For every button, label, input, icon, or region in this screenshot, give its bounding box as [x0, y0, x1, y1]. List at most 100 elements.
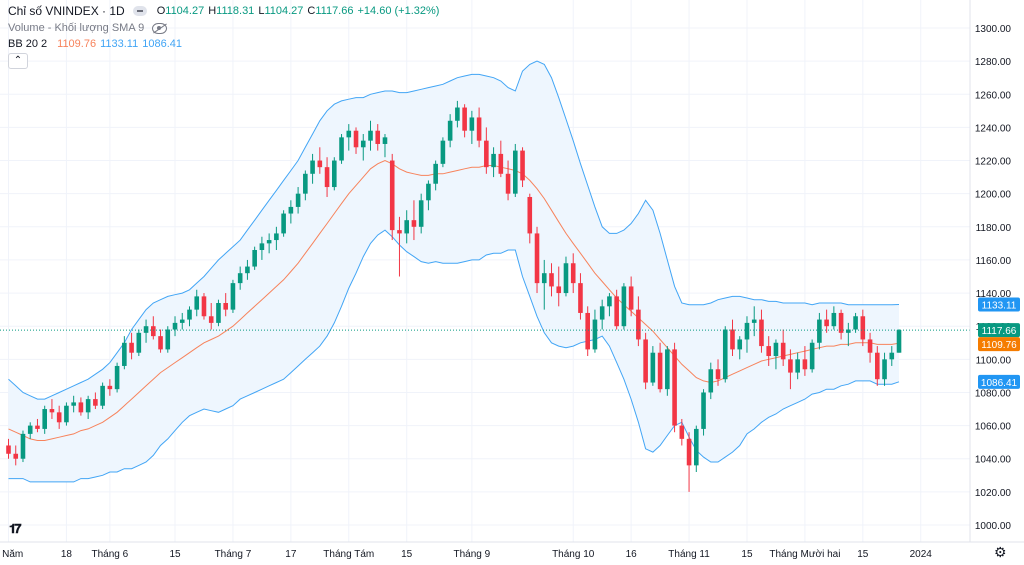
time-axis[interactable]: g Năm 18 Tháng 6 15 Tháng 7 17 Tháng Tám 15 Thán… [0, 549, 932, 560]
x-tick-label: 15 [857, 549, 869, 560]
x-tick-label: 2024 [910, 549, 933, 560]
y-tick-label: 1260.00 [975, 90, 1012, 101]
tradingview-logo-icon[interactable]: 𝟏𝟕 [9, 521, 21, 536]
candle-body [722, 329, 728, 380]
candle-body [578, 283, 583, 313]
candle-body [136, 332, 142, 353]
candle-body [867, 339, 873, 353]
candle-body [498, 153, 504, 174]
candle-body [252, 249, 257, 267]
candle-body [751, 319, 757, 323]
y-tick-label: 1020.00 [975, 488, 1012, 499]
candle-body [665, 349, 670, 390]
candle-body [672, 349, 677, 426]
symbol-legend[interactable]: Chỉ số VNINDEX · 1D O1104.27 H1118.31 L1… [8, 4, 439, 18]
x-tick-label: 15 [741, 549, 753, 560]
y-tick-label: 1080.00 [975, 388, 1012, 399]
symbol-title[interactable]: Chỉ số VNINDEX · 1D [8, 4, 125, 18]
candle-body [520, 150, 525, 181]
candle-body [628, 286, 634, 310]
collapse-icon[interactable]: ⌃ [8, 53, 28, 69]
candle-body [332, 160, 337, 188]
y-tick-label: 1180.00 [976, 223, 1012, 234]
gear-icon[interactable]: ⚙ [994, 544, 1007, 560]
candle-body [766, 346, 771, 357]
candle-body [165, 329, 171, 350]
candle-body [795, 359, 800, 373]
candle-body [223, 303, 228, 310]
candle-body [93, 399, 98, 406]
candle-body [56, 412, 62, 423]
candle-body [636, 309, 641, 340]
candle-body [274, 233, 279, 241]
y-tick-label: 1280.00 [975, 57, 1012, 68]
candle-body [491, 153, 496, 168]
candle-body [389, 160, 395, 231]
candle-body [455, 107, 460, 121]
candle-body [288, 206, 294, 214]
candle-body [505, 173, 511, 194]
candle-body [657, 352, 663, 390]
y-tick-label: 1000.00 [975, 521, 1012, 532]
candle-body [875, 352, 880, 380]
price-axis[interactable]: 1300.00 1280.00 1260.00 1240.00 1220.00 1200.… [975, 24, 1012, 532]
bb-basis-value: 1109.76 [57, 38, 97, 50]
y-tick-label: 1220.00 [975, 157, 1012, 168]
x-tick-label: 17 [285, 549, 297, 560]
candle-body [860, 316, 866, 340]
bb-legend[interactable]: BB 20 2 1109.76 1133.11 1086.41 [8, 38, 182, 50]
candle-body [129, 342, 134, 353]
lower-band-price-tag: 1086.41 [981, 378, 1018, 389]
candle-body [708, 369, 714, 393]
candle-body [13, 453, 19, 459]
x-tick-label: Tháng 7 [215, 549, 252, 560]
candle-body [744, 322, 750, 340]
candle-body [339, 137, 344, 161]
candle-body [838, 312, 844, 333]
eye-off-icon[interactable] [152, 22, 168, 34]
candle-body [541, 273, 547, 284]
candle-body [737, 339, 743, 350]
candle-body [570, 263, 576, 284]
candle-body [773, 342, 779, 357]
candle-body [100, 385, 105, 406]
candle-body [266, 240, 272, 244]
y-tick-label: 1040.00 [975, 455, 1012, 466]
candle-body [730, 329, 735, 350]
ohlc-open: O1104.27 [156, 5, 205, 17]
x-tick-label: 18 [61, 549, 73, 560]
candle-body [469, 117, 475, 131]
candle-body [216, 303, 221, 323]
candle-body [295, 193, 301, 207]
x-tick-label: Tháng 9 [454, 549, 491, 560]
x-tick-label: g Năm [0, 549, 23, 560]
ohlc-close: C1117.66 [307, 5, 354, 17]
x-tick-label: Tháng 6 [92, 549, 129, 560]
candle-body [614, 296, 619, 327]
candle-body [650, 352, 656, 383]
candle-body [433, 163, 438, 184]
x-tick-label: 16 [626, 549, 638, 560]
upper-band-price-tag: 1133.11 [982, 300, 1017, 311]
candle-body [788, 359, 793, 373]
candle-body [35, 425, 40, 429]
candle-body [780, 342, 786, 360]
candle-body [484, 140, 489, 168]
candle-body [426, 183, 431, 201]
basis-price-tag-bg [978, 337, 1020, 352]
candle-body [201, 296, 207, 317]
candle-body [208, 316, 214, 323]
last-price-tag: 1117.66 [982, 326, 1017, 337]
candle-body [49, 409, 55, 413]
candle-body [353, 130, 359, 148]
x-tick-label: 15 [401, 549, 413, 560]
collapse-pill-icon[interactable] [132, 6, 147, 16]
bb-upper-line [8, 60, 900, 400]
candle-body [563, 263, 569, 294]
candle-body [397, 230, 402, 234]
volume-legend[interactable]: Volume - Khối lượng SMA 9 [8, 22, 168, 34]
candle-body [476, 117, 482, 141]
candle-body [85, 399, 91, 413]
x-tick-label: 15 [169, 549, 181, 560]
